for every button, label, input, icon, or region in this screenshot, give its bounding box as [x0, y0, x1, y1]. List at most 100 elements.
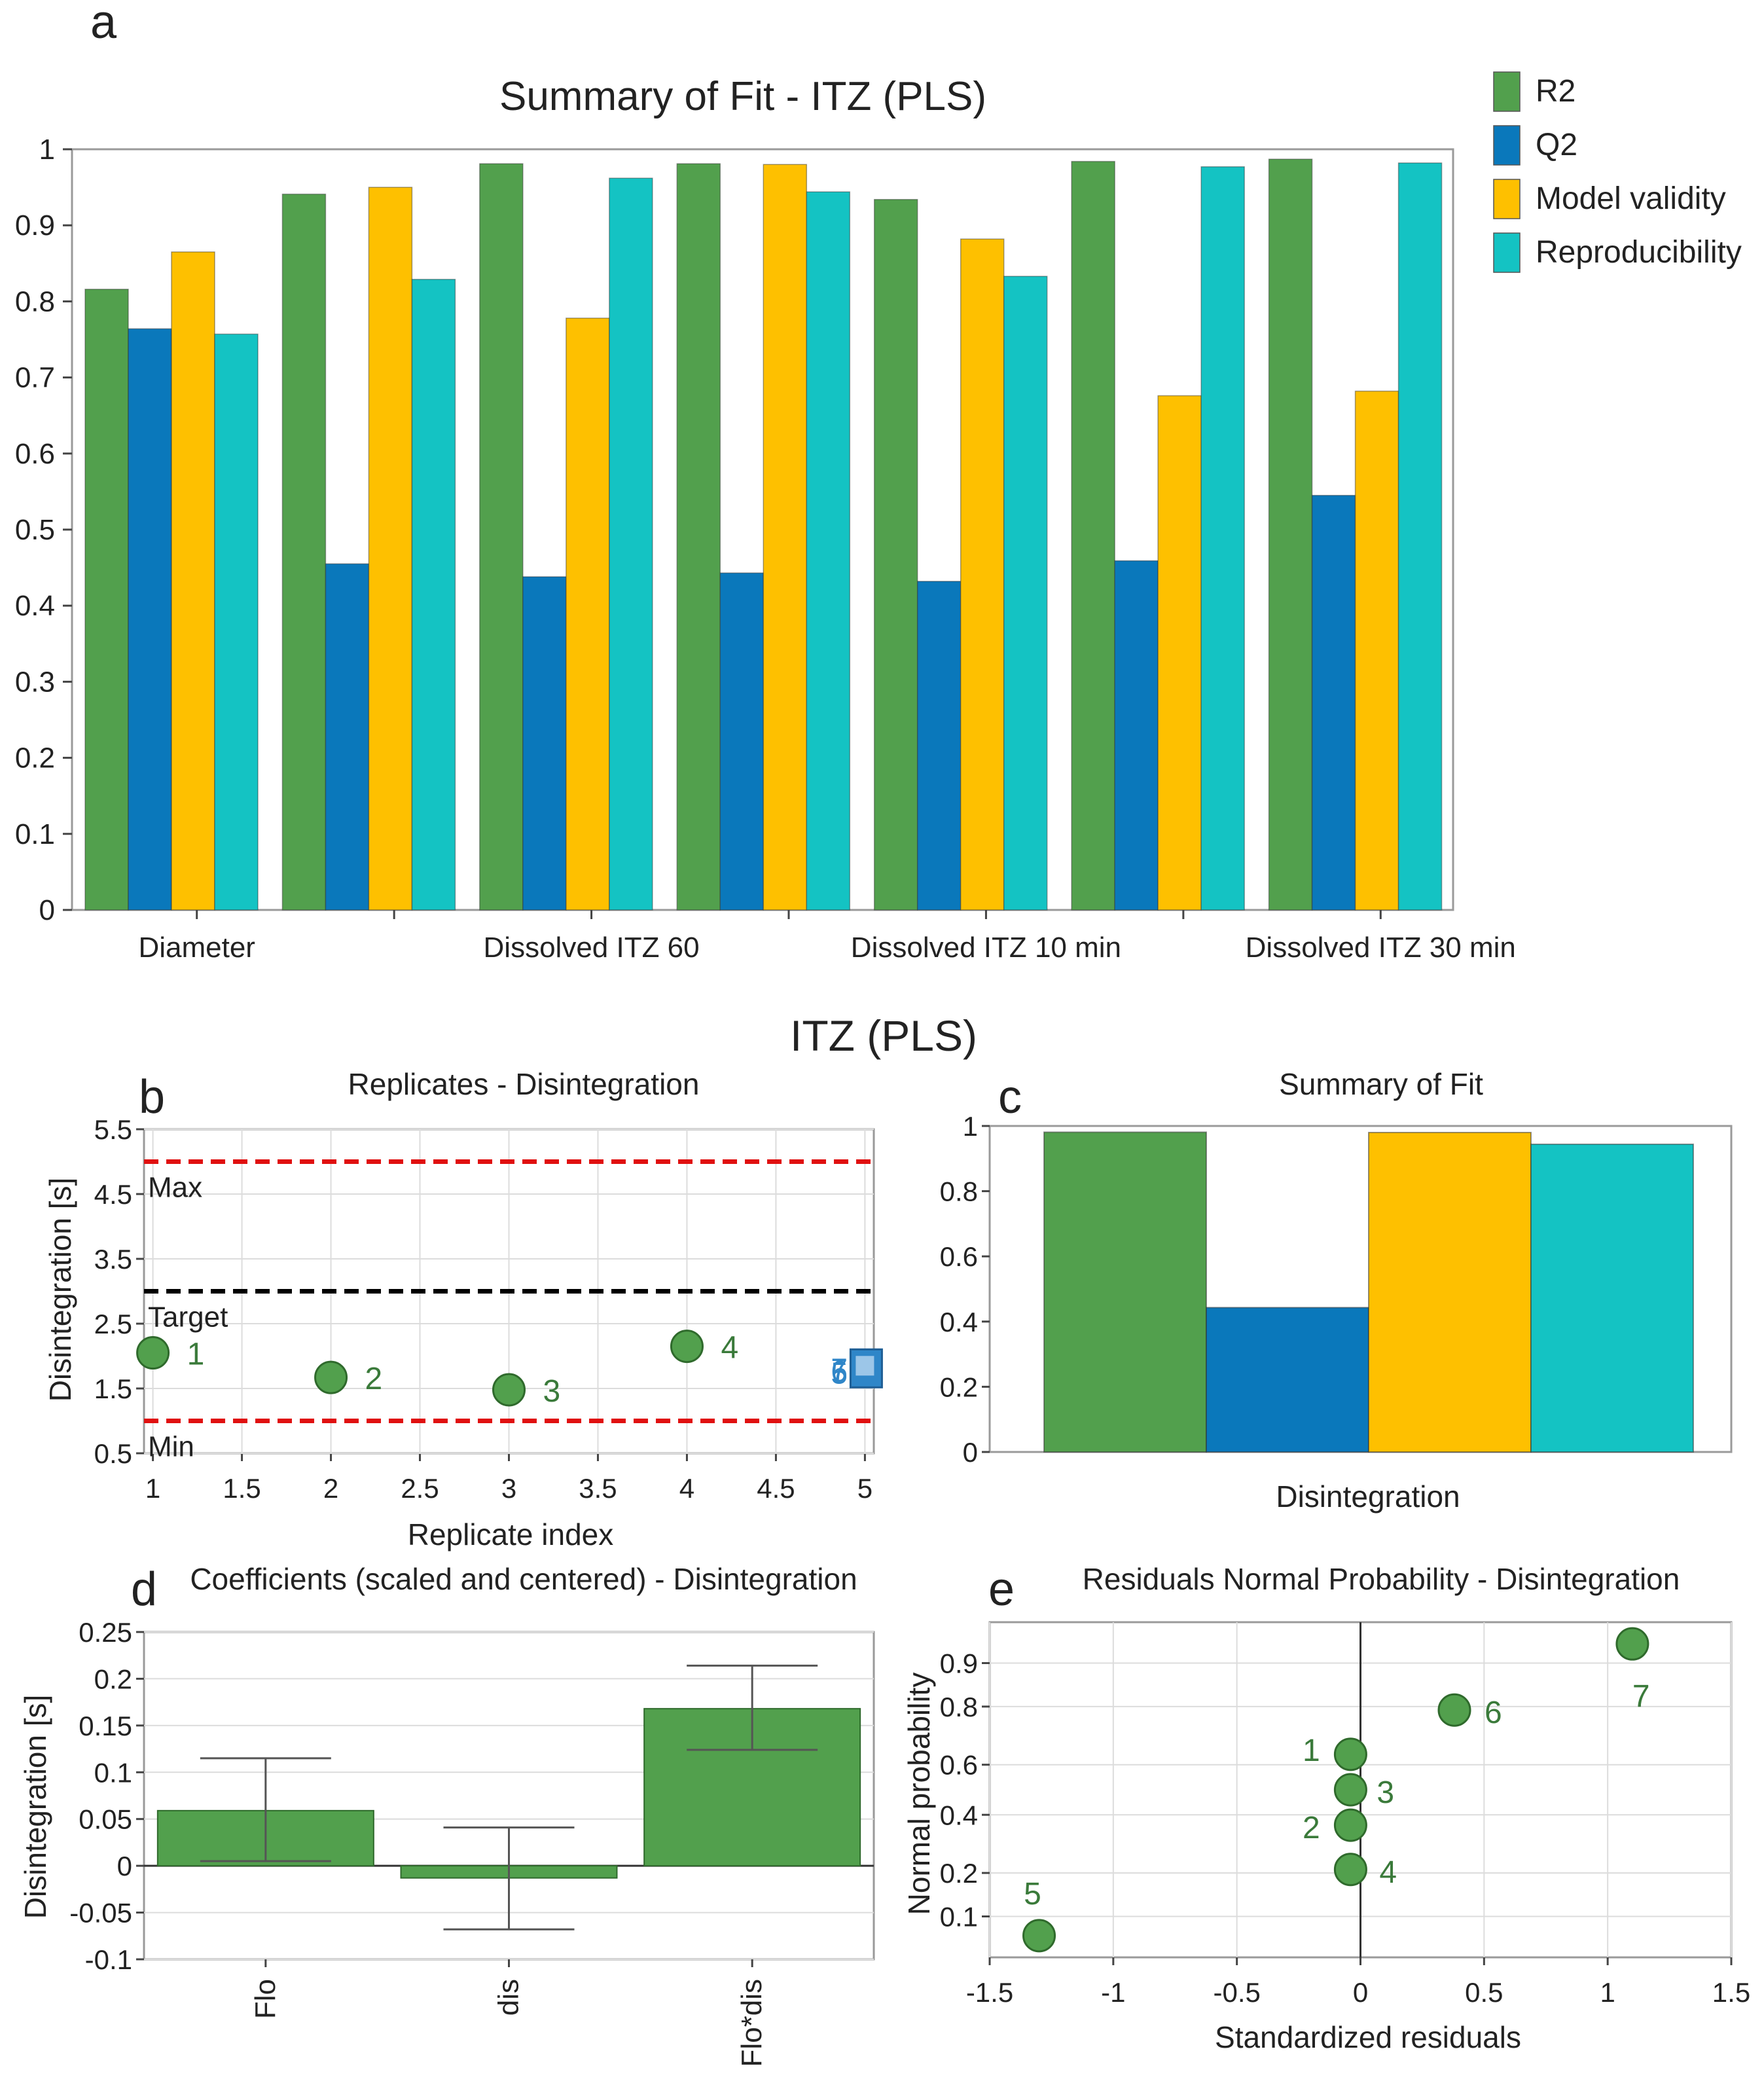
panel-letter-d: d [131, 1563, 157, 1616]
y-tick-label: 2.5 [94, 1309, 132, 1339]
legend-label: Model validity [1536, 181, 1726, 216]
legend-label: Reproducibility [1536, 235, 1742, 270]
bar-r2 [873, 198, 918, 911]
bar-r2 [1268, 158, 1313, 911]
x-axis-label: Replicate index [408, 1517, 614, 1551]
residual-point-label: 3 [1377, 1775, 1394, 1810]
figure-title: ITZ (PLS) [790, 1011, 977, 1060]
bar-model-validity [1157, 395, 1202, 911]
bar-r2 [1071, 160, 1115, 911]
replicate-point [670, 1330, 704, 1364]
x-tick-label: 1.5 [223, 1473, 261, 1504]
panel-b-replicates: b Replicates - Disintegration 1 1.5 2 2.5 3 3.5… [43, 1067, 883, 1551]
bar-q2 [1114, 560, 1159, 911]
y-tick-label: 5.5 [94, 1114, 132, 1145]
x-tick-label: 2.5 [401, 1473, 439, 1504]
residual-point [1333, 1808, 1367, 1842]
x-tick-label: 1 [1600, 1977, 1615, 2008]
bar-r2 [479, 163, 524, 911]
residual-point-label: 6 [1485, 1695, 1502, 1730]
bar-reproducibility [411, 278, 456, 911]
chart-title: Summary of Fit - ITZ (PLS) [499, 74, 986, 119]
bar-reproducibility [1397, 162, 1443, 911]
bar-reproducibility [1530, 1143, 1694, 1453]
panel-d-coefficients: d Coefficients (scaled and centered) - Di… [18, 1562, 875, 2067]
panel-letter-a: a [90, 0, 117, 48]
x-category-label: Flo [249, 1979, 281, 2019]
reference-line-label: Min [148, 1431, 194, 1463]
x-category-label: Disintegration [1276, 1479, 1460, 1514]
bar-reproducibility [1003, 276, 1048, 911]
residual-point [1615, 1627, 1649, 1661]
y-tick-label: 0.1 [940, 1902, 978, 1932]
bar-q2 [1311, 494, 1356, 911]
bar-r2 [84, 289, 129, 911]
x-tick-label: -0.5 [1213, 1977, 1260, 2008]
y-tick-label: 0.2 [940, 1371, 978, 1402]
chart-title: Summary of Fit [1279, 1067, 1483, 1101]
replicate-point [492, 1373, 526, 1407]
x-tick-label: -1.5 [966, 1977, 1013, 2008]
y-tick-label: 0.2 [15, 742, 55, 774]
y-tick-label: 0.4 [940, 1800, 978, 1830]
x-category-label: Dissolved ITZ 60 [484, 932, 700, 964]
legend-swatch [1493, 125, 1521, 166]
y-tick-label: 0.25 [79, 1617, 132, 1648]
bar-model-validity [960, 238, 1005, 911]
y-tick-label: 0 [39, 894, 55, 926]
x-category-label: Dissolved ITZ 10 min [851, 932, 1121, 964]
replicate-point [314, 1360, 348, 1394]
y-tick-label: 3.5 [94, 1244, 132, 1275]
panel-letter-c: c [998, 1071, 1022, 1123]
bar-reproducibility [214, 333, 259, 911]
residual-point-label: 7 [1632, 1679, 1650, 1714]
panel-a-summary-of-fit: a Summary of Fit - ITZ (PLS) 0 0.1 0.2 0.3 0.4… [15, 0, 1742, 964]
replicate-group-label: 7 [831, 1352, 848, 1386]
y-tick-label: 0.05 [79, 1804, 132, 1835]
legend-swatch [1493, 232, 1521, 273]
y-tick-label: 0.6 [940, 1750, 978, 1781]
residual-point-label: 4 [1379, 1855, 1397, 1890]
x-tick-label: 5 [857, 1473, 873, 1504]
x-tick-label: -1 [1101, 1977, 1125, 2008]
y-tick-label: 0.5 [15, 514, 55, 546]
y-tick-label: 0 [117, 1851, 132, 1881]
y-tick-label: 1 [39, 134, 55, 166]
x-category-label: Dissolved ITZ 30 min [1246, 932, 1516, 964]
replicate-group-label: 5 [831, 1356, 848, 1390]
y-tick-label: 0.6 [15, 438, 55, 470]
y-tick-label: 0.5 [94, 1438, 132, 1469]
residual-point-label: 2 [1303, 1811, 1320, 1845]
y-tick-label: 1 [963, 1111, 978, 1142]
bar-q2 [916, 581, 962, 911]
y-tick-label: 0 [963, 1437, 978, 1468]
replicate-point-label: 4 [721, 1331, 738, 1366]
legend-label: Q2 [1536, 128, 1577, 162]
replicate-point-label: 1 [187, 1337, 205, 1372]
y-tick-label: 0.2 [940, 1858, 978, 1889]
bar-model-validity [368, 187, 413, 911]
x-category-label: dis [493, 1979, 525, 2016]
x-tick-label: 1.5 [1712, 1977, 1750, 2008]
y-tick-label: 0.8 [940, 1692, 978, 1722]
y-tick-label: -0.05 [69, 1898, 132, 1929]
x-tick-label: 2 [323, 1473, 338, 1504]
bar-r2 [676, 163, 721, 911]
residual-point [1437, 1693, 1471, 1727]
y-tick-label: 1.5 [94, 1373, 132, 1404]
y-tick-label: -0.1 [85, 1944, 132, 1975]
y-tick-label: 0.9 [15, 209, 55, 242]
replicate-point [136, 1336, 170, 1370]
panel-letter-e: e [988, 1563, 1015, 1616]
bar-reproducibility [1200, 166, 1245, 911]
x-tick-label: 4 [679, 1473, 694, 1504]
bar-model-validity [1368, 1131, 1532, 1453]
x-tick-label: 1 [145, 1473, 160, 1504]
x-tick-label: 0.5 [1465, 1977, 1503, 2008]
y-tick-label: 0.4 [15, 590, 55, 622]
bar-r2 [1043, 1131, 1207, 1453]
bar-model-validity [566, 317, 610, 911]
bar-reproducibility [609, 177, 653, 911]
y-tick-label: 0.9 [940, 1648, 978, 1678]
